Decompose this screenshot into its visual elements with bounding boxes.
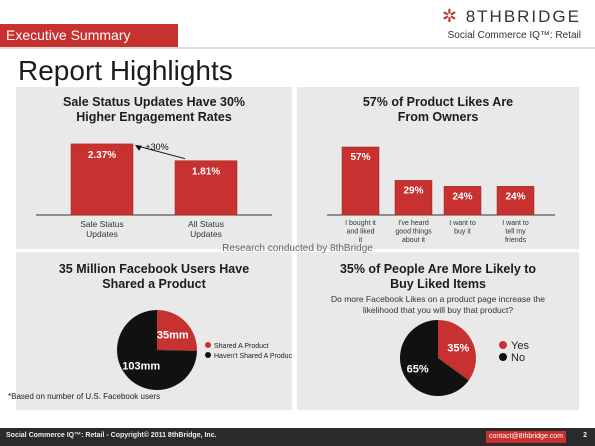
pie-slice (157, 310, 198, 351)
data-label: 103mm (122, 360, 160, 372)
data-label: 29% (403, 185, 423, 196)
chart-title: 57% of Product Likes Are From Owners (362, 95, 514, 124)
data-label: 24% (505, 191, 525, 202)
data-label: 24% (452, 191, 472, 202)
legend-entry: Haven't Shared A Product (214, 353, 292, 360)
tick-label: it (359, 237, 363, 244)
footnote: *Based on number of U.S. Facebook users (8, 392, 161, 401)
bar (70, 143, 134, 216)
tick-label: I've heard (398, 220, 429, 227)
panel-buy-liked: 35% of People Are More Likely to Buy Lik… (297, 252, 579, 410)
section-tab: Executive Summary (0, 24, 178, 47)
annotation: +30% (145, 142, 168, 152)
legend-marker-icon (499, 353, 507, 361)
tick-label: Updates (190, 229, 222, 239)
legend-entry: Yes (511, 340, 529, 352)
tick-label: Sale Status (80, 219, 123, 229)
brand-name: 8THBRIDGE (465, 7, 581, 26)
bar (443, 186, 482, 216)
bar (341, 146, 380, 216)
brand-mark-icon: ✲ (441, 6, 459, 26)
pie-slice (400, 320, 469, 396)
page-number: 2 (583, 432, 587, 439)
tick-label: about it (402, 237, 425, 244)
tick-label: good things (395, 229, 432, 236)
pie-slice (117, 310, 197, 390)
contact-link[interactable]: contact@8thbridge.com (486, 431, 566, 443)
footer-bar: Social Commerce IQ™: Retail - Copyright©… (0, 428, 595, 446)
legend-entry: No (511, 352, 525, 364)
bar (496, 186, 535, 216)
data-label: 35mm (157, 330, 189, 342)
data-label: 1.81% (192, 167, 220, 178)
research-note: Research conducted by 8thBridge (222, 243, 373, 254)
legend-marker-icon (205, 352, 211, 358)
panel-engagement: Sale Status Updates Have 30% Higher Enga… (16, 87, 292, 249)
annotation-arrow (136, 145, 186, 160)
bar (394, 180, 433, 216)
chart-title: 35% of People Are More Likely to Buy Lik… (339, 262, 537, 291)
panel-product-likes: 57% of Product Likes Are From Owners 57%… (297, 87, 579, 249)
chart-title: 35 Million Facebook Users Have Shared a … (58, 262, 250, 291)
data-label: 65% (407, 363, 429, 375)
tick-label: and liked (346, 229, 374, 236)
data-label: 57% (350, 152, 370, 163)
tick-label: tell my (505, 229, 526, 236)
chart-question: Do more Facebook Likes on a product page… (330, 294, 546, 315)
tick-label: All Status (188, 219, 224, 229)
legend-entry: Shared A Product (214, 343, 269, 350)
header-divider (0, 47, 595, 49)
tick-label: friends (505, 237, 527, 244)
tick-label: Updates (86, 229, 118, 239)
data-label: 35% (447, 343, 469, 355)
bar (174, 160, 238, 216)
chart-shared-product: 35mm 103mm Shared A Product Haven't Shared … (117, 310, 292, 390)
panel-shared-product: 35 Million Facebook Users Have Shared a … (16, 252, 292, 410)
tick-label: I bought it (345, 220, 376, 227)
tick-label: I want to (502, 220, 529, 227)
arrowhead-icon (135, 144, 142, 151)
tick-label: buy it (454, 229, 471, 236)
brand: ✲ 8THBRIDGE Social Commerce IQ™: Retail (442, 6, 581, 41)
tick-label: I want to (449, 220, 476, 227)
data-label: 2.37% (88, 150, 116, 161)
brand-logo: ✲ 8THBRIDGE (442, 6, 581, 27)
chart-title: Sale Status Updates Have 30% Higher Enga… (62, 95, 246, 124)
legend-marker-icon (499, 341, 507, 349)
page-title: Report Highlights (18, 55, 233, 86)
pie-slice (438, 320, 476, 381)
legend-marker-icon (205, 342, 211, 348)
copyright: Social Commerce IQ™: Retail - Copyright©… (6, 432, 217, 439)
brand-subtitle: Social Commerce IQ™: Retail (447, 30, 581, 41)
header-bar: Executive Summary ✲ 8THBRIDGE Social Com… (0, 0, 595, 48)
